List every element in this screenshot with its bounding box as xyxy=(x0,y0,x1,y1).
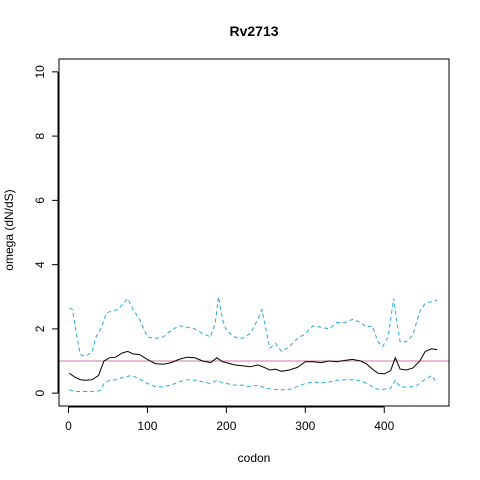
x-axis: 0 100 200 300 400 xyxy=(65,406,395,433)
x-tick-label: 100 xyxy=(137,419,157,433)
y-tick-label: 8 xyxy=(33,132,47,139)
x-axis-label: codon xyxy=(238,451,271,465)
y-tick-label: 0 xyxy=(33,389,47,396)
y-tick-label: 6 xyxy=(33,197,47,204)
lower-bound-line xyxy=(69,374,438,392)
chart-title: Rv2713 xyxy=(229,23,278,39)
x-tick-label: 400 xyxy=(374,419,394,433)
x-tick-label: 300 xyxy=(295,419,315,433)
y-tick-label: 4 xyxy=(33,261,47,268)
plot-frame xyxy=(58,58,450,407)
plot-area xyxy=(59,296,449,392)
upper-bound-line xyxy=(69,296,438,357)
y-tick-label: 10 xyxy=(33,65,47,79)
x-tick-label: 200 xyxy=(216,419,236,433)
y-axis: 0 2 4 6 8 10 xyxy=(33,65,59,396)
x-tick-label: 0 xyxy=(65,419,72,433)
omega-estimate-line xyxy=(69,348,438,381)
y-axis-label: omega (dN/dS) xyxy=(2,189,16,270)
y-tick-label: 2 xyxy=(33,325,47,332)
